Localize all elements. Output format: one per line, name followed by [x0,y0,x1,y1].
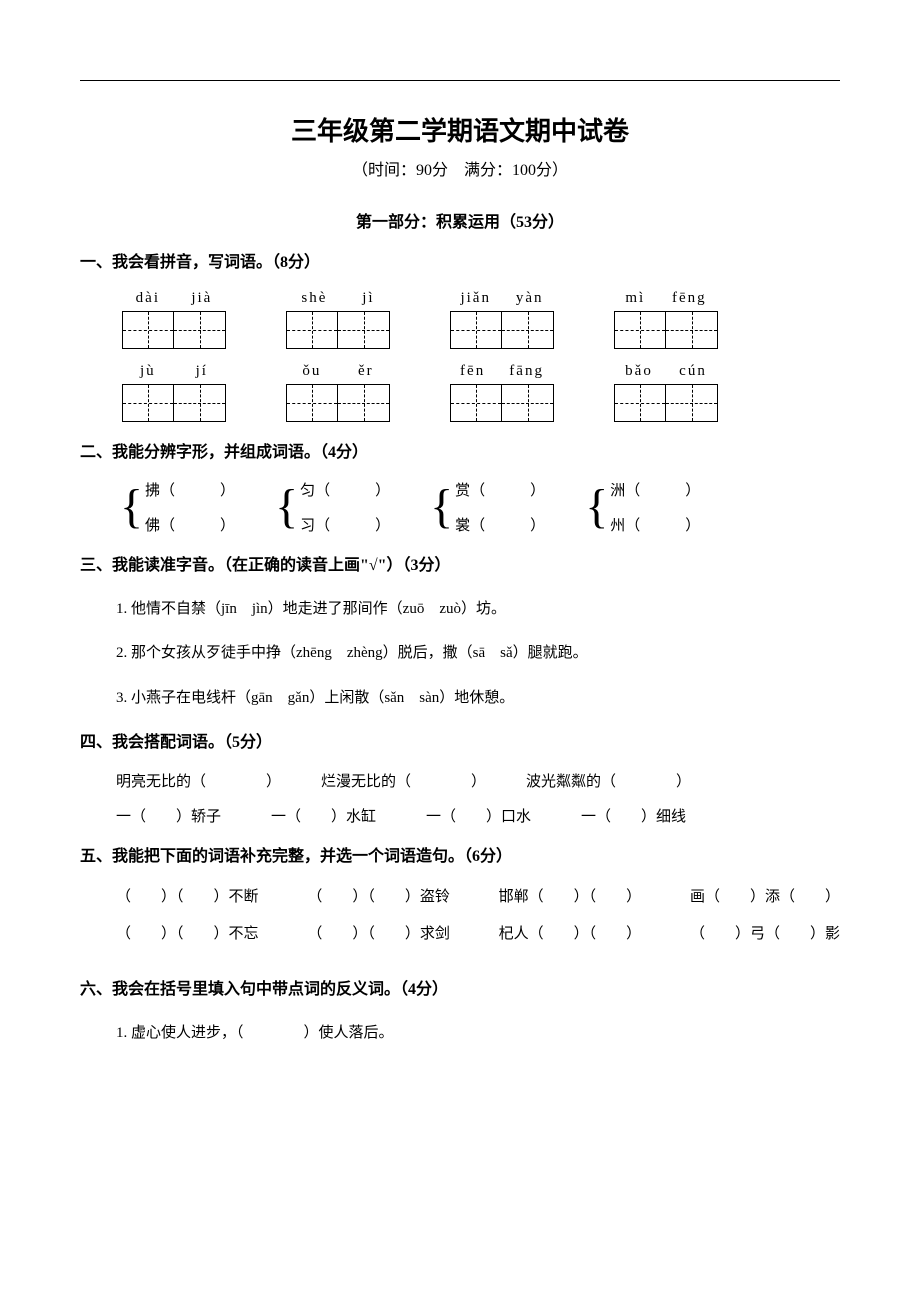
brace-group: { 赏（ ） 裳（ ） [430,479,545,535]
brace-item: 赏（ ） [455,479,545,500]
q5-row2: （ ）（ ）不忘 （ ）（ ）求剑 杞人（ ）（ ） （ ）弓（ ）影 [116,922,840,943]
pinyin: yàn [516,290,544,307]
idiom-item: （ ）弓（ ）影 [690,922,840,943]
brace-icon: { [585,479,608,535]
brace-icon: { [120,479,143,535]
pinyin: jù [140,363,156,380]
idiom-item: 杞人（ ）（ ） [499,922,642,943]
pinyin: ǒu [302,363,321,380]
idiom-item: 邯郸（ ）（ ） [499,885,642,906]
q1-head: 一、我会看拼音，写词语。（8分） [80,250,840,276]
brace-item: 裳（ ） [455,514,545,535]
brace-group: { 洲（ ） 州（ ） [585,479,700,535]
pinyin: jì [362,290,374,307]
top-rule [80,80,840,81]
idiom-item: （ ）（ ）不忘 [116,922,259,943]
pinyin: mì [625,290,645,307]
pinyin: shè [301,290,327,307]
q4-row1: 明亮无比的（ ） 烂漫无比的（ ） 波光粼粼的（ ） [116,770,840,791]
blank-item: 一（ ）轿子 [116,805,221,826]
tian-box [338,384,390,422]
pinyin: ěr [358,363,374,380]
q6-head: 六、我会在括号里填入句中带点词的反义词。（4分） [80,977,840,1003]
q4-row2: 一（ ）轿子 一（ ）水缸 一（ ）口水 一（ ）细线 [116,805,840,826]
q6-line: 1. 虚心使人进步，（ ）使人落后。 [116,1019,840,1048]
brace-item: 州（ ） [610,514,700,535]
pinyin: fēng [672,290,707,307]
idiom-item: （ ）（ ）不断 [116,885,259,906]
pinyin: bǎo [625,363,653,380]
idiom-item: （ ）（ ）盗铃 [307,885,450,906]
tian-box [286,311,338,349]
tian-box [666,384,718,422]
exam-title: 三年级第二学期语文期中试卷 [80,111,840,148]
pinyin-cell: bǎo cún [612,363,720,422]
q5-row1: （ ）（ ）不断 （ ）（ ）盗铃 邯郸（ ）（ ） 画（ ）添（ ） [116,885,840,906]
pinyin: jiǎn [460,290,491,307]
pinyin-cell: ǒu ěr [284,363,392,422]
q3-head: 三、我能读准字音。（在正确的读音上画"√"）（3分） [80,553,840,579]
exam-page: 三年级第二学期语文期中试卷 （时间：90分 满分：100分） 第一部分：积累运用… [0,0,920,1124]
pinyin: jià [191,290,212,307]
blank-item: 明亮无比的（ ） [116,770,281,791]
blank-item: 波光粼粼的（ ） [526,770,691,791]
tian-box [450,384,502,422]
pinyin-cell: fēn fāng [448,363,556,422]
brace-group: { 拂（ ） 佛（ ） [120,479,235,535]
tian-box [502,384,554,422]
brace-item: 习（ ） [300,514,390,535]
tian-box [502,311,554,349]
blank-item: 一（ ）细线 [581,805,686,826]
blank-item: 一（ ）口水 [426,805,531,826]
q1-row2: jù jí ǒu ěr fēn fāng bǎo cún [80,363,840,422]
brace-group: { 匀（ ） 习（ ） [275,479,390,535]
q4-head: 四、我会搭配词语。（5分） [80,730,840,756]
tian-box [122,384,174,422]
tian-box [174,384,226,422]
idiom-item: （ ）（ ）求剑 [307,922,450,943]
q2-groups: { 拂（ ） 佛（ ） { 匀（ ） 习（ ） { 赏（ ） 裳（ ） { [120,479,840,535]
tian-box [614,384,666,422]
q2-head: 二、我能分辨字形，并组成词语。（4分） [80,440,840,466]
idiom-item: 画（ ）添（ ） [690,885,840,906]
pinyin: jí [196,363,208,380]
blank-item: 烂漫无比的（ ） [321,770,486,791]
pinyin: fēn [460,363,485,380]
exam-subtitle: （时间：90分 满分：100分） [80,156,840,180]
tian-box [666,311,718,349]
tian-box [450,311,502,349]
tian-box [286,384,338,422]
q1-row1: dài jià shè jì jiǎn yàn mì fēng [80,290,840,349]
pinyin-cell: jù jí [120,363,228,422]
tian-box [122,311,174,349]
brace-icon: { [430,479,453,535]
brace-icon: { [275,479,298,535]
pinyin-cell: dài jià [120,290,228,349]
pinyin: cún [679,363,707,380]
q3-line: 1. 他情不自禁（jīn jìn）地走进了那间作（zuō zuò）坊。 [116,595,840,624]
tian-box [174,311,226,349]
brace-item: 佛（ ） [145,514,235,535]
brace-item: 拂（ ） [145,479,235,500]
tian-box [614,311,666,349]
pinyin: fāng [509,363,544,380]
pinyin-cell: jiǎn yàn [448,290,556,349]
part1-title: 第一部分：积累运用（53分） [80,208,840,232]
q5-head: 五、我能把下面的词语补充完整，并选一个词语造句。（6分） [80,844,840,870]
tian-box [338,311,390,349]
pinyin-cell: mì fēng [612,290,720,349]
brace-item: 洲（ ） [610,479,700,500]
pinyin: dài [136,290,160,307]
q3-line: 3. 小燕子在电线杆（gān gǎn）上闲散（sǎn sàn）地休憩。 [116,684,840,713]
brace-item: 匀（ ） [300,479,390,500]
q3-line: 2. 那个女孩从歹徒手中挣（zhēng zhèng）脱后，撒（sā sǎ）腿就跑… [116,639,840,668]
pinyin-cell: shè jì [284,290,392,349]
blank-item: 一（ ）水缸 [271,805,376,826]
